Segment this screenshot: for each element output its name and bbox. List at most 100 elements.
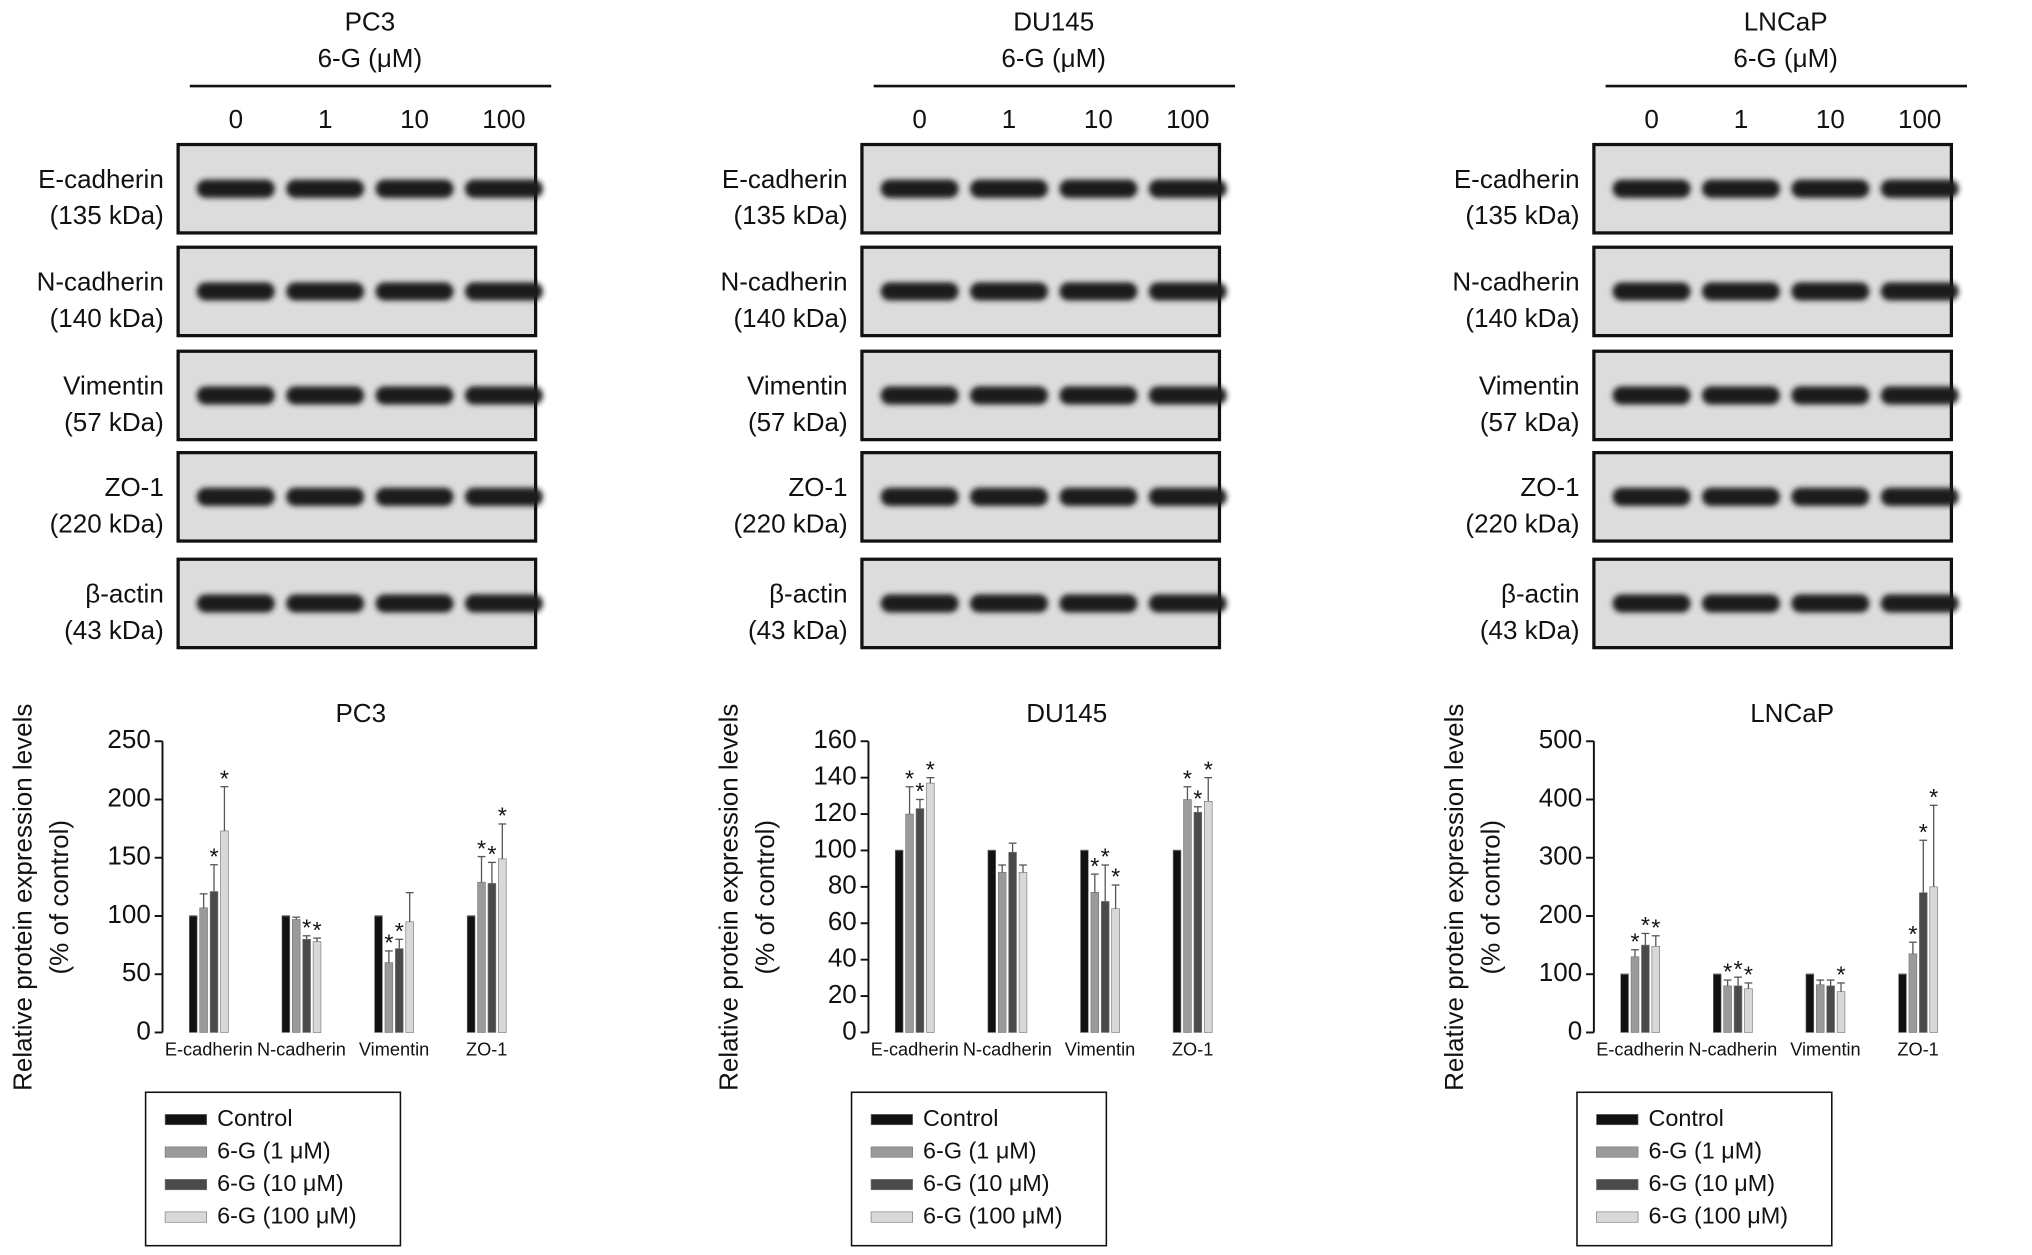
blot-band bbox=[286, 594, 365, 613]
protein-size: (140 kDa) bbox=[733, 303, 847, 333]
bar bbox=[894, 850, 904, 1033]
legend-swatch bbox=[870, 1114, 913, 1126]
blot-band bbox=[1791, 594, 1870, 613]
legend-label: 6-G (100 μM) bbox=[923, 1202, 1063, 1228]
bar bbox=[1816, 984, 1825, 1033]
blot-band bbox=[1701, 282, 1780, 301]
error-bar bbox=[998, 864, 1007, 873]
blot-band bbox=[196, 282, 275, 301]
error-bar bbox=[1641, 932, 1650, 946]
dose-label: 10 bbox=[1084, 104, 1113, 134]
protein-size: (220 kDa) bbox=[733, 508, 847, 538]
bar bbox=[1100, 901, 1110, 1033]
legend-label: 6-G (10 μM) bbox=[923, 1170, 1050, 1196]
significance-marker: * bbox=[312, 917, 321, 943]
bar bbox=[1836, 991, 1846, 1033]
protein-name: Vimentin bbox=[1479, 371, 1580, 401]
blot-band bbox=[464, 282, 543, 301]
error-bar bbox=[1008, 842, 1017, 853]
protein-name: E-cadherin bbox=[1454, 164, 1580, 194]
blot-band bbox=[196, 179, 275, 198]
error-bar bbox=[1744, 982, 1753, 989]
dose-label: 100 bbox=[1898, 104, 1941, 134]
significance-marker: * bbox=[1651, 914, 1660, 940]
error-bar bbox=[905, 786, 914, 815]
bar bbox=[1018, 871, 1028, 1033]
significance-marker: * bbox=[1090, 853, 1099, 879]
significance-marker: * bbox=[1908, 921, 1917, 947]
legend-label: Control bbox=[217, 1105, 292, 1131]
y-axis-label: Relative protein expression levels bbox=[8, 704, 38, 1091]
blot-band bbox=[1791, 179, 1870, 198]
dose-label: 100 bbox=[482, 104, 525, 134]
blot-band bbox=[464, 386, 543, 405]
legend-box bbox=[850, 1091, 1108, 1247]
significance-marker: * bbox=[926, 756, 935, 782]
y-tick-label: 120 bbox=[813, 797, 856, 827]
protein-name: β-actin bbox=[769, 579, 848, 609]
x-tick-label: N-cadherin bbox=[257, 1039, 346, 1059]
legend-swatch bbox=[1596, 1114, 1639, 1126]
legend-label: Control bbox=[923, 1105, 998, 1131]
y-tick-label: 50 bbox=[122, 957, 151, 987]
protein-size: (135 kDa) bbox=[50, 200, 164, 230]
blot-band bbox=[196, 386, 275, 405]
dose-label: 1 bbox=[1734, 104, 1748, 134]
blot-band bbox=[1612, 179, 1691, 198]
y-tick-label: 160 bbox=[813, 724, 856, 754]
protein-name: β-actin bbox=[85, 579, 164, 609]
significance-marker: * bbox=[477, 835, 486, 861]
blot-band bbox=[1612, 386, 1691, 405]
protein-name: N-cadherin bbox=[37, 267, 164, 297]
legend-swatch bbox=[870, 1179, 913, 1191]
bar bbox=[487, 883, 497, 1033]
blot-band bbox=[286, 487, 365, 506]
blot-band bbox=[970, 282, 1049, 301]
error-bar bbox=[498, 823, 507, 859]
protein-size: (220 kDa) bbox=[50, 508, 164, 538]
bar bbox=[395, 948, 404, 1033]
error-bar bbox=[1837, 982, 1845, 992]
error-bar bbox=[199, 893, 208, 908]
bar bbox=[374, 915, 383, 1033]
blot-band bbox=[1791, 282, 1870, 301]
y-tick-label: 400 bbox=[1539, 782, 1582, 812]
blot-band bbox=[880, 179, 959, 198]
bar bbox=[1630, 956, 1640, 1033]
significance-marker: * bbox=[1183, 765, 1192, 791]
blot-band bbox=[1059, 487, 1138, 506]
bar bbox=[281, 915, 291, 1033]
significance-marker: * bbox=[1630, 928, 1639, 954]
error-bar bbox=[384, 950, 393, 963]
y-tick-label: 80 bbox=[828, 870, 857, 900]
error-bar bbox=[395, 938, 404, 949]
legend-swatch bbox=[1596, 1211, 1639, 1223]
legend-swatch bbox=[164, 1146, 208, 1158]
bar bbox=[1193, 811, 1203, 1033]
y-tick-label: 140 bbox=[813, 761, 856, 791]
significance-marker: * bbox=[498, 803, 507, 829]
blot-band bbox=[375, 282, 454, 301]
blot-band bbox=[1701, 594, 1780, 613]
significance-marker: * bbox=[384, 930, 393, 956]
blot-band bbox=[970, 487, 1049, 506]
blot-band bbox=[1791, 487, 1870, 506]
chart-title: LNCaP bbox=[1750, 698, 1834, 728]
blot-band bbox=[375, 487, 454, 506]
y-tick-label: 250 bbox=[107, 724, 150, 754]
blot-treatment: 6-G (μM) bbox=[318, 43, 423, 73]
legend-swatch bbox=[1596, 1179, 1639, 1191]
bar bbox=[1008, 851, 1017, 1033]
protein-name: Vimentin bbox=[747, 371, 848, 401]
dose-label: 1 bbox=[1002, 104, 1016, 134]
y-axis-label: (% of control) bbox=[44, 820, 74, 975]
blot-band bbox=[1880, 386, 1959, 405]
dose-label: 10 bbox=[1816, 104, 1845, 134]
legend-box bbox=[144, 1091, 402, 1247]
blot-band bbox=[1612, 282, 1691, 301]
x-tick-label: Vimentin bbox=[359, 1039, 429, 1059]
y-tick-label: 150 bbox=[107, 841, 150, 871]
significance-marker: * bbox=[1641, 912, 1650, 938]
significance-marker: * bbox=[1204, 756, 1213, 782]
dose-label: 0 bbox=[1644, 104, 1658, 134]
